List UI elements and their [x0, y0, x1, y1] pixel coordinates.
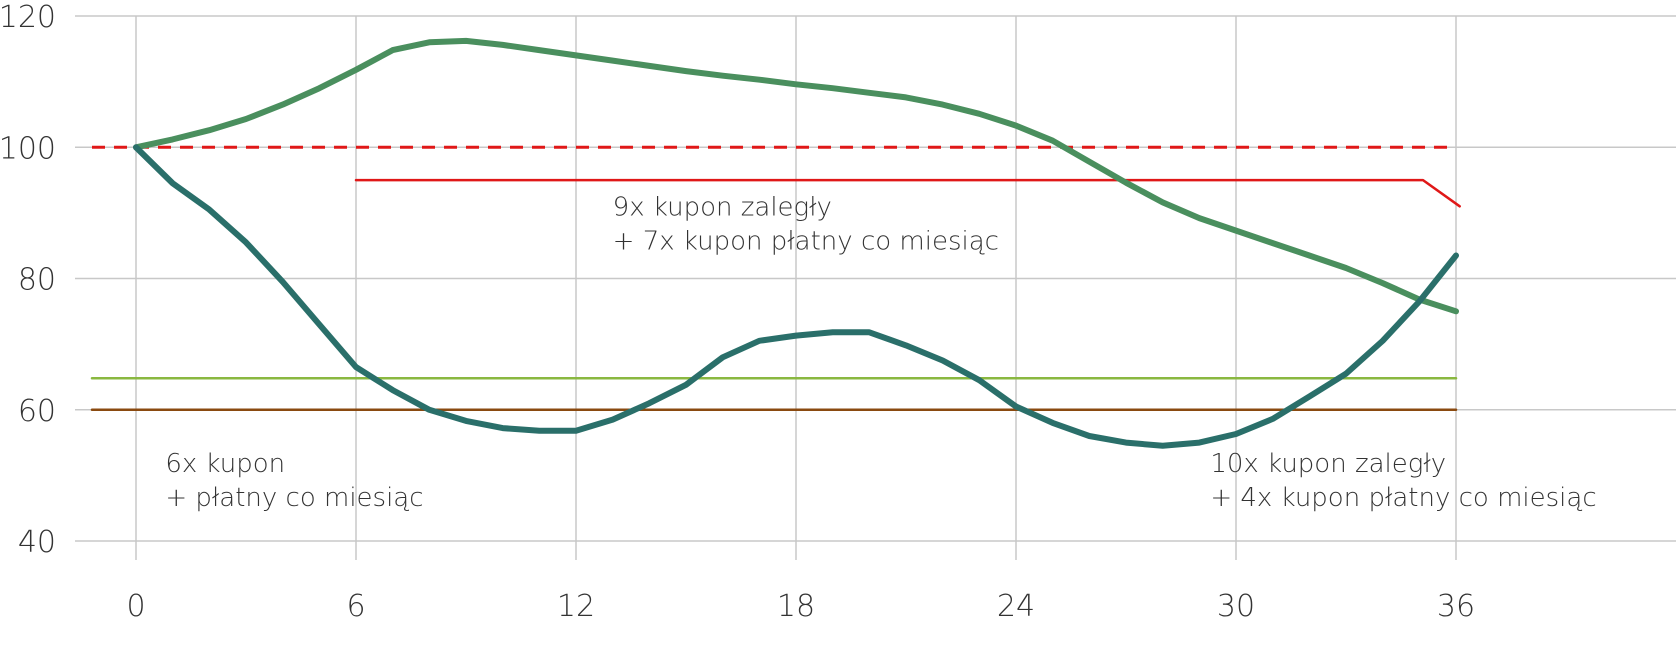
- series-lines: [90, 37, 1461, 449]
- series-line-1: [133, 144, 1459, 449]
- annotation-text: 6x kupon: [165, 449, 285, 479]
- annotation-text: 9x kupon zaległy: [613, 193, 832, 223]
- y-tick-label: 40: [18, 525, 56, 560]
- y-tick-label: 80: [18, 263, 56, 298]
- axis-tick-labels: 40 60 80 100 120 0 6 12 18 24 30 36: [0, 0, 1475, 624]
- annotation-text: + 4x kupon płatny co miesiąc: [1210, 483, 1596, 513]
- y-tick-label: 60: [18, 394, 56, 429]
- series-line-3: [354, 178, 1461, 208]
- y-tick-label: 120: [0, 0, 56, 35]
- annotation-text: + 7x kupon płatny co miesiąc: [613, 227, 999, 257]
- x-tick-label: 18: [777, 589, 815, 624]
- x-tick-label: 30: [1217, 589, 1255, 624]
- y-tick-label: 100: [0, 131, 56, 166]
- annotations: 9x kupon zaległy + 7x kupon płatny co mie…: [165, 193, 1596, 514]
- x-tick-label: 36: [1437, 589, 1475, 624]
- x-tick-label: 12: [557, 589, 595, 624]
- series-line-0: [133, 37, 1459, 315]
- x-tick-label: 6: [346, 589, 365, 624]
- x-tick-label: 0: [126, 589, 145, 624]
- annotation-text: 10x kupon zaległy: [1210, 449, 1446, 479]
- x-tick-label: 24: [997, 589, 1035, 624]
- annotation-text: + płatny co miesiąc: [165, 483, 423, 513]
